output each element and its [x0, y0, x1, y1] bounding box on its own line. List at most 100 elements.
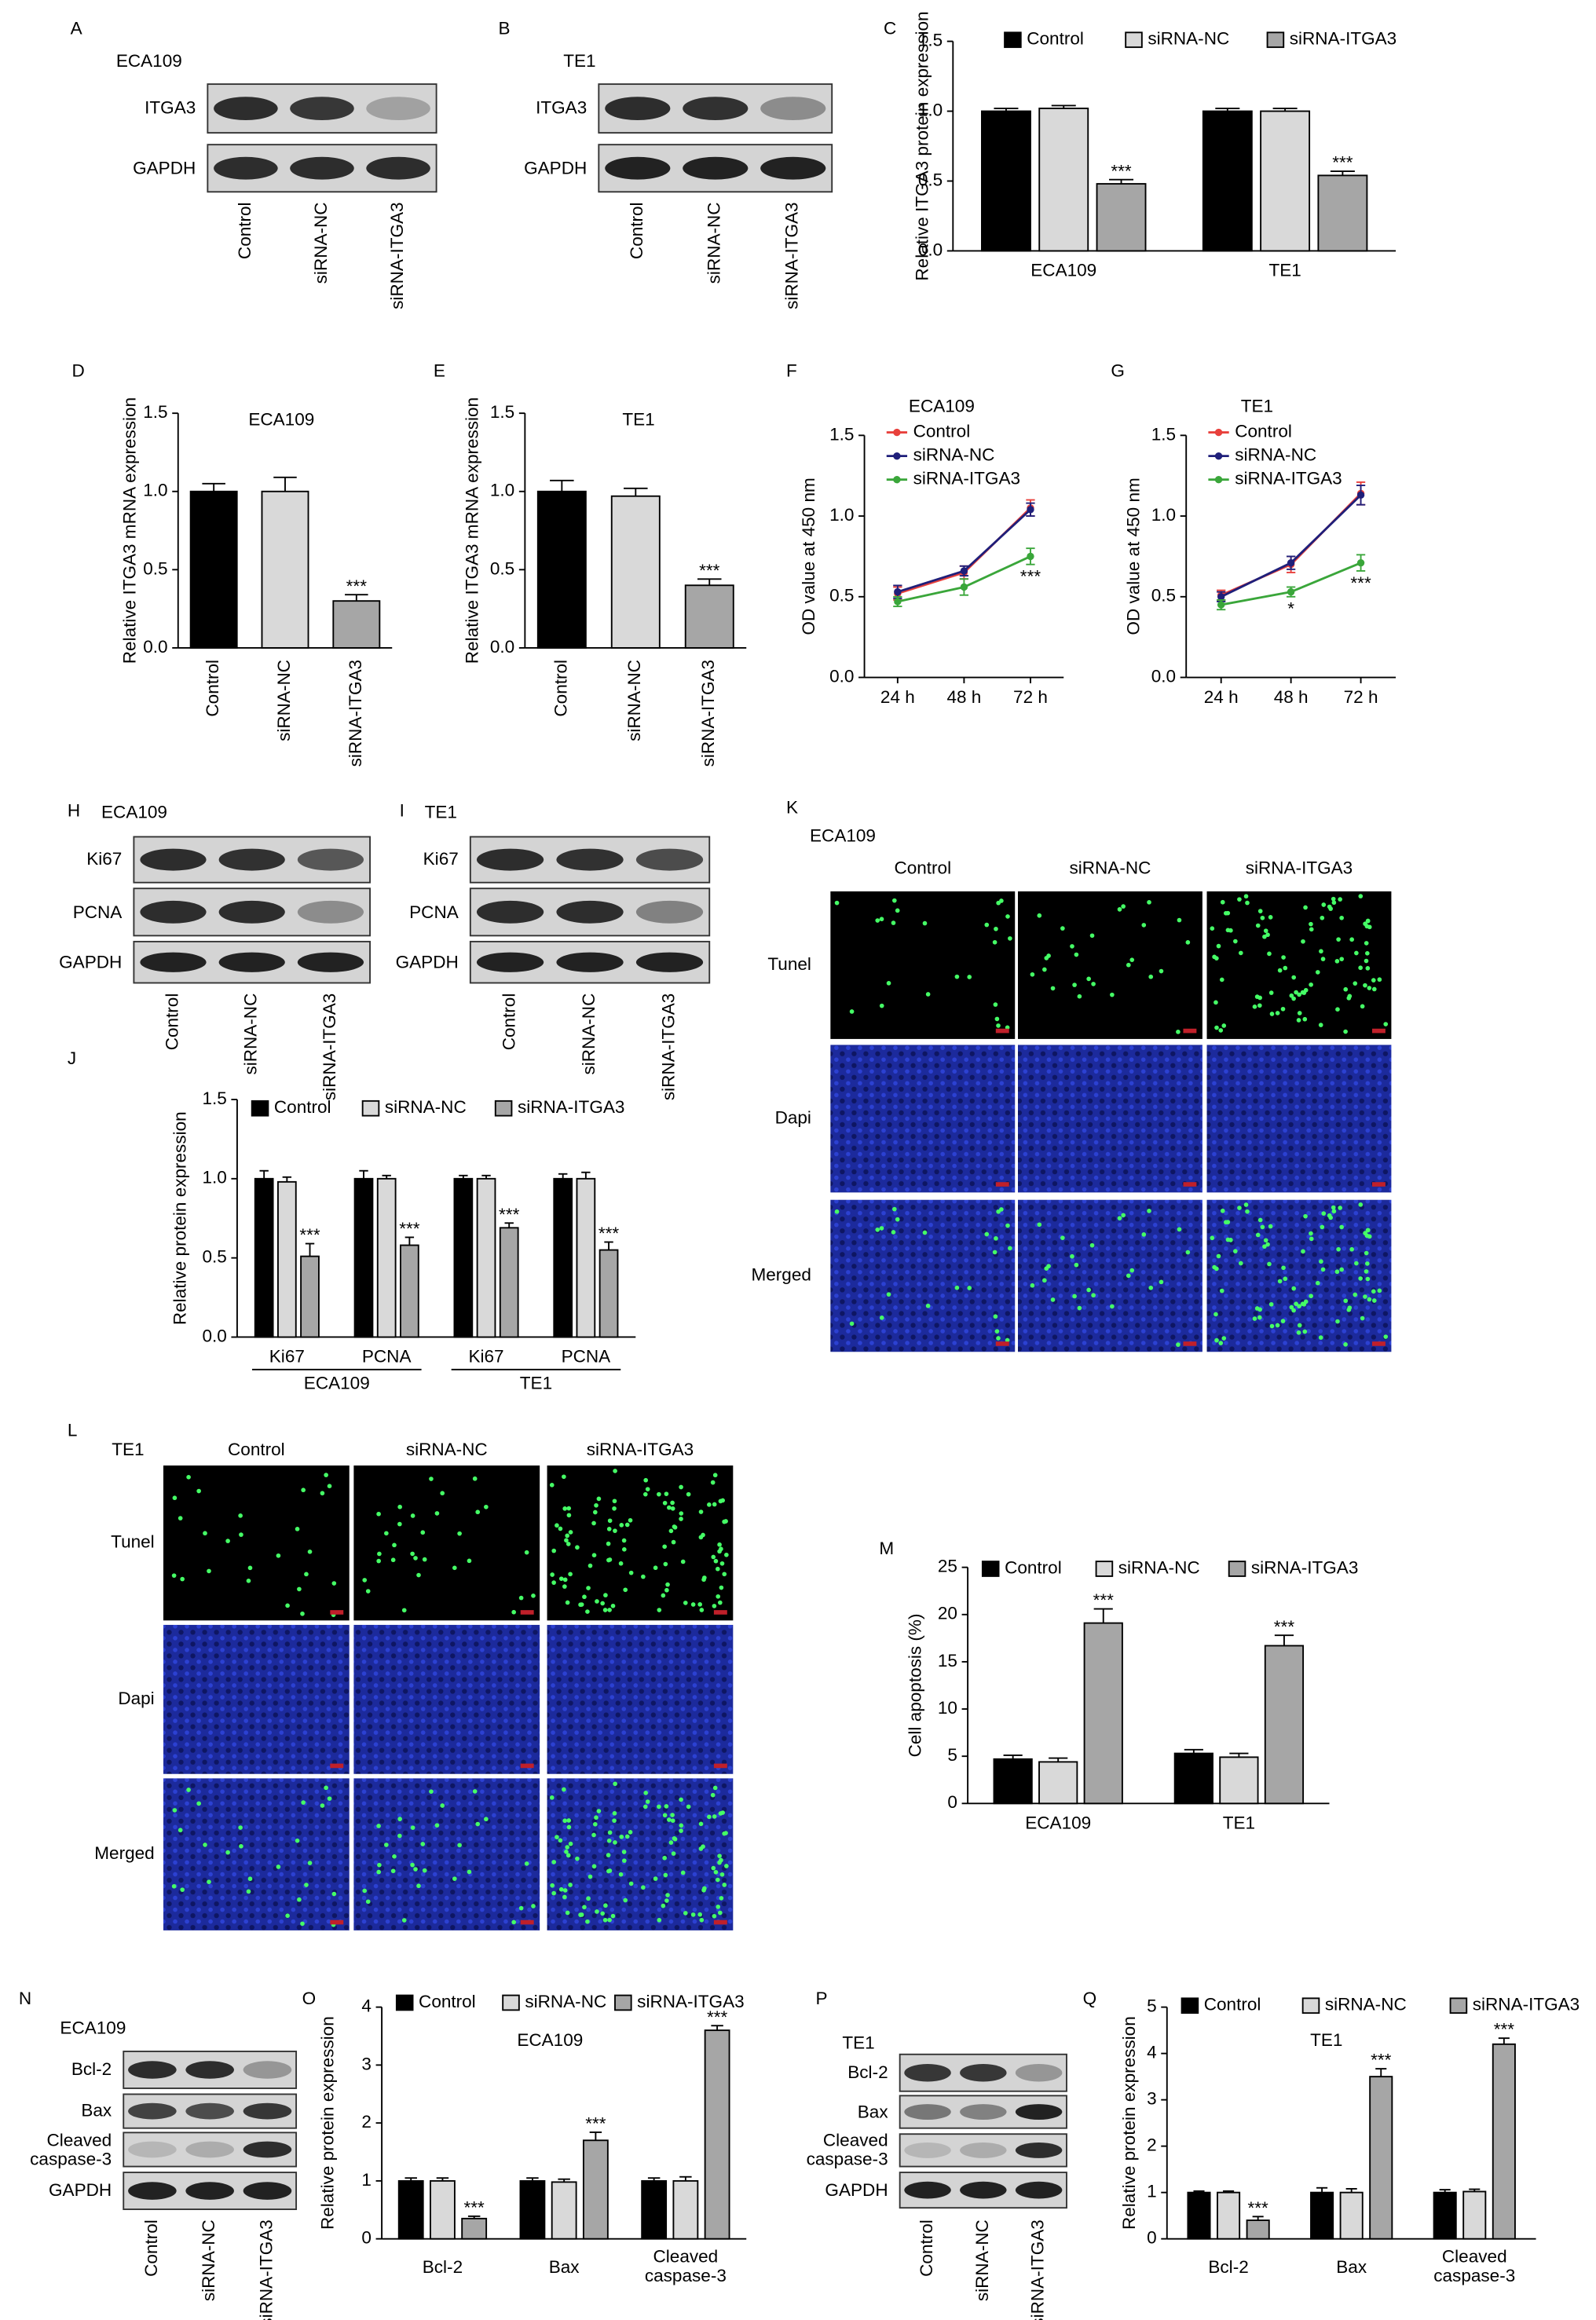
- point: [1027, 506, 1034, 514]
- bar: [598, 1249, 619, 1338]
- stained-cell: [662, 1813, 668, 1818]
- stained-cell: [1129, 957, 1135, 963]
- significance-label: ***: [1494, 2020, 1515, 2040]
- bar: [476, 1177, 496, 1338]
- stained-cell: [1220, 1208, 1225, 1213]
- stained-cell: [172, 1808, 178, 1813]
- bar: [461, 2217, 488, 2240]
- panel-label: P: [816, 1989, 828, 2008]
- image-title: TE1: [112, 1440, 144, 1459]
- significance-label: ***: [598, 1224, 620, 1243]
- scale-bar: [1183, 1028, 1197, 1034]
- stained-cell: [246, 1889, 251, 1894]
- bar: [672, 2179, 699, 2240]
- stained-cell: [717, 1542, 722, 1547]
- stained-cell: [1301, 1301, 1307, 1307]
- stained-cell: [575, 1856, 580, 1861]
- legend-label: siRNA-NC: [1235, 445, 1316, 465]
- stained-cell: [420, 1530, 426, 1535]
- stained-cell: [1210, 926, 1215, 931]
- stained-cell: [1365, 1276, 1371, 1282]
- stained-cell: [710, 1480, 716, 1485]
- stained-cell: [551, 1548, 557, 1553]
- stained-cell: [397, 1833, 402, 1839]
- stained-cell: [1147, 900, 1151, 905]
- stained-cell: [701, 1887, 706, 1893]
- stained-cell: [1321, 1211, 1327, 1216]
- bar: [400, 1244, 419, 1338]
- x-tick-label: Bcl-2: [422, 2256, 463, 2277]
- stained-cell: [172, 1495, 178, 1501]
- stained-cell: [834, 1209, 840, 1214]
- stained-cell: [1334, 1269, 1340, 1275]
- scale-bar: [995, 1028, 1009, 1034]
- bar: [1492, 2043, 1516, 2240]
- stained-cell: [1275, 1323, 1280, 1328]
- stained-cell: [994, 926, 998, 931]
- stained-cell: [992, 1250, 998, 1255]
- scale-bar: [1183, 1182, 1197, 1187]
- panel-label: E: [434, 360, 445, 380]
- bar: [1173, 1752, 1213, 1805]
- stained-cell: [582, 1905, 587, 1910]
- legend-swatch: [1125, 31, 1143, 49]
- stained-cell: [1302, 1016, 1308, 1022]
- blot-band: [218, 900, 285, 924]
- lane-label: Control: [162, 994, 181, 1051]
- stained-cell: [1301, 1249, 1305, 1254]
- significance-label: ***: [1093, 1590, 1115, 1610]
- stained-cell: [622, 1858, 627, 1863]
- micrograph: [1017, 1045, 1202, 1193]
- stained-cell: [697, 1912, 702, 1917]
- blot-band: [556, 848, 624, 871]
- stained-cell: [610, 1913, 616, 1919]
- y-tick-label: 1.5: [202, 1089, 226, 1108]
- stained-cell: [1221, 1023, 1227, 1028]
- blot-row-label: Bax: [81, 2100, 112, 2121]
- blot-band: [683, 156, 749, 180]
- stained-cell: [1268, 1301, 1274, 1307]
- panel-label: O: [302, 1989, 317, 2008]
- stained-cell: [662, 1855, 667, 1861]
- stained-cell: [622, 1546, 627, 1552]
- stained-cell: [186, 1788, 191, 1792]
- stained-cell: [657, 1491, 661, 1497]
- stained-cell: [671, 1539, 676, 1545]
- blot-band: [140, 900, 207, 924]
- blot-band: [366, 156, 430, 180]
- stained-cell: [1117, 1216, 1122, 1220]
- micrograph: [1206, 1045, 1392, 1193]
- stained-cell: [606, 1527, 612, 1531]
- blot-band: [476, 900, 544, 924]
- lane-label: Control: [627, 202, 646, 259]
- stained-cell: [602, 1608, 608, 1612]
- stained-cell: [565, 1600, 570, 1605]
- point: [960, 567, 968, 575]
- stained-cell: [434, 1823, 440, 1828]
- stained-cell: [1141, 1232, 1147, 1237]
- stained-cell: [452, 1565, 457, 1571]
- stained-cell: [1294, 990, 1298, 995]
- significance-label: ***: [1111, 161, 1132, 181]
- x-tick-label: TE1: [1268, 261, 1301, 280]
- stained-cell: [1263, 928, 1268, 933]
- scale-bar: [520, 1610, 534, 1615]
- scale-bar: [995, 1341, 1009, 1346]
- blot-band: [185, 2182, 234, 2200]
- stained-cell: [566, 1853, 571, 1858]
- stained-cell: [670, 1506, 675, 1511]
- y-tick-label: 1.5: [1151, 424, 1176, 444]
- significance-label: ***: [346, 576, 368, 596]
- stained-cell: [641, 1574, 646, 1579]
- bar: [704, 2029, 730, 2240]
- stained-cell: [401, 1608, 407, 1613]
- stained-cell: [247, 1565, 253, 1571]
- stained-cell: [307, 1549, 313, 1554]
- y-tick-label: 5: [947, 1745, 957, 1765]
- stained-cell: [1216, 943, 1221, 949]
- stained-cell: [551, 1860, 557, 1864]
- stained-cell: [1159, 968, 1164, 974]
- stained-cell: [1297, 1011, 1302, 1015]
- blot-band: [904, 2181, 951, 2199]
- stained-cell: [1309, 921, 1313, 927]
